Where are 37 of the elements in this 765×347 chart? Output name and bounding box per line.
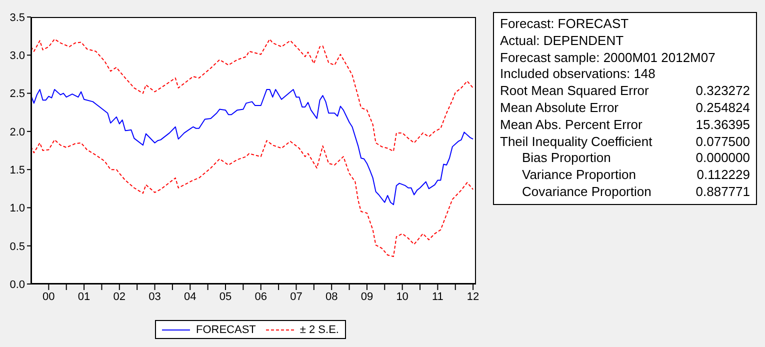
x-tick-label: 12 [466,290,480,303]
text: Actual: DEPENDENT [500,32,625,50]
x-tick-label: 04 [184,290,196,303]
x-tick-label: 00 [42,290,55,303]
y-tick-label: 1.5 [10,164,25,176]
x-tick-label: 11 [432,290,444,303]
x-tick-label: 05 [219,290,232,303]
text: Root Mean Squared Error 0.323272 [500,83,750,98]
x-tick-label: 06 [254,290,267,303]
legend-label: ± 2 S.E. [300,324,339,336]
line-series [31,88,474,206]
y-tick-label: 3.5 [10,12,25,24]
x-tick-label: 01 [78,290,90,303]
y-tick-label: 2.0 [10,126,25,138]
text: Forecast sample: 2000M01 2012M07 [500,50,716,66]
text: Mean Abs. Percent Error 15.36395 [500,116,750,132]
text: Mean Absolute Error 0.254824 [500,100,750,115]
text: Theil Inequality Coefficient 0.077500 [500,134,750,149]
line-series [31,139,474,258]
y-tick-label: 0.0 [10,278,25,291]
text: Bias Proportion 0.000000 [522,150,750,166]
y-tick-label: 2.5 [10,88,25,100]
x-tick-label: 03 [148,290,161,303]
x-tick-label: 10 [396,290,408,303]
y-tick-label: 3.0 [10,50,25,62]
y-tick-label: 0.5 [10,240,25,253]
text: Variance Proportion 0.112229 [522,167,750,182]
y-tick-label: 1.0 [10,202,25,215]
x-tick-label: 09 [360,290,374,303]
legend-label: FORECAST [196,324,256,336]
text: Covariance Proportion 0.887771 [522,184,750,199]
x-tick-label: 08 [325,290,338,303]
x-tick-label: 07 [290,290,302,303]
line-series [31,38,474,152]
x-tick-label: 02 [113,290,126,303]
text: Forecast: FORECAST [500,16,630,33]
text: Included observations: 148 [500,66,656,84]
